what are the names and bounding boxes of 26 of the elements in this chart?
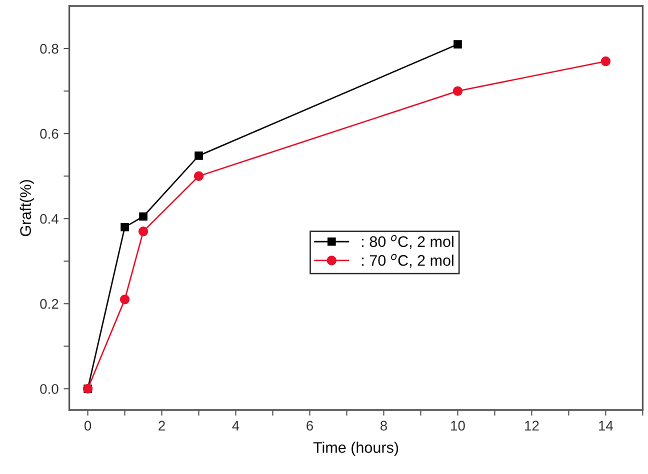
x-tick-label: 6: [306, 420, 314, 431]
point: [194, 152, 203, 160]
y-tick-label: 0.2: [40, 299, 58, 309]
point: [120, 222, 129, 232]
x-tick-label: 4: [232, 420, 240, 430]
point: [120, 294, 130, 304]
x-tick-label: 10: [451, 420, 465, 431]
x-axis-title: Time (hours): [313, 442, 398, 456]
point: [454, 40, 462, 48]
point: [194, 171, 204, 181]
point: [139, 212, 148, 221]
legend-label: : 70 $^{o}$C, 2 mol: [362, 254, 454, 268]
y-axis-title: Graft(%): [20, 180, 34, 236]
x-tick-label: 2: [158, 420, 165, 430]
point: [452, 86, 463, 96]
legend-label: : 80 $^{o}$C, 2 mol: [362, 235, 454, 249]
point: [138, 226, 148, 236]
x-tick-label: 14: [599, 420, 614, 430]
y-tick-label: 0.6: [40, 128, 58, 139]
x-tick-label: 12: [525, 420, 539, 430]
point: [600, 56, 611, 66]
x-tick-label: 8: [380, 420, 388, 431]
y-tick-label: 0.4: [40, 214, 58, 224]
y-tick-label: 0.0: [40, 384, 58, 394]
y-tick-label: 0.8: [40, 44, 58, 54]
x-tick-label: 0: [84, 420, 92, 431]
